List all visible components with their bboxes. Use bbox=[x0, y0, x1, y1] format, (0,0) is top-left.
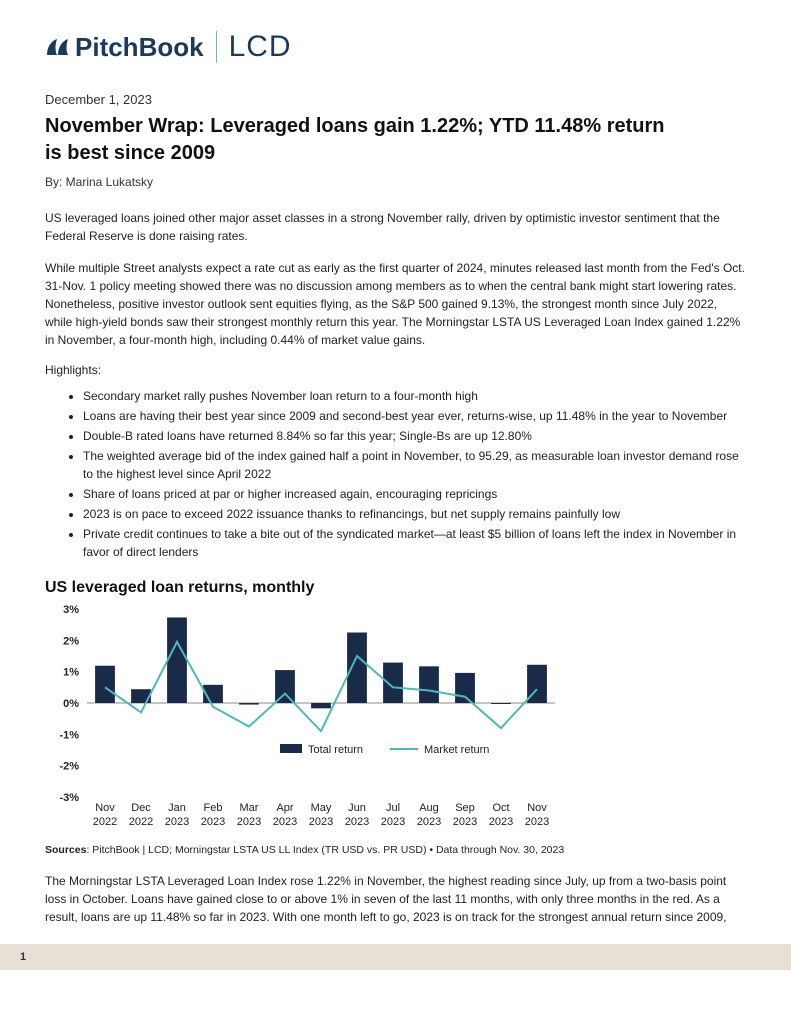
svg-text:Mar: Mar bbox=[240, 802, 259, 814]
lcd-text: LCD bbox=[229, 30, 292, 64]
svg-text:1%: 1% bbox=[63, 667, 79, 679]
svg-text:Oct: Oct bbox=[492, 802, 509, 814]
paragraph-3: The Morningstar LSTA Leveraged Loan Inde… bbox=[45, 872, 746, 926]
title-line-1: November Wrap: Leveraged loans gain 1.22… bbox=[45, 115, 664, 137]
pitchbook-logo: PitchBook bbox=[45, 32, 204, 63]
svg-text:2023: 2023 bbox=[489, 816, 513, 828]
svg-text:0%: 0% bbox=[63, 698, 79, 710]
svg-text:2023: 2023 bbox=[237, 816, 261, 828]
highlights-label: Highlights: bbox=[45, 363, 746, 377]
chart-title: US leveraged loan returns, monthly bbox=[45, 579, 746, 597]
article-date: December 1, 2023 bbox=[45, 92, 746, 107]
list-item: Secondary market rally pushes November l… bbox=[83, 387, 746, 405]
page: PitchBook LCD December 1, 2023 November … bbox=[0, 0, 791, 926]
logo-row: PitchBook LCD bbox=[45, 30, 746, 64]
svg-text:Apr: Apr bbox=[276, 802, 293, 814]
returns-chart: -3% -2% -1% 0% 1% 2% 3% Nov 2022 Dec 2022 Jan 2023 Fe… bbox=[45, 601, 565, 831]
svg-text:2023: 2023 bbox=[201, 816, 225, 828]
svg-text:2023: 2023 bbox=[273, 816, 297, 828]
svg-text:-3%: -3% bbox=[59, 792, 79, 804]
sources-text: : PitchBook | LCD; Morningstar LSTA US L… bbox=[86, 844, 564, 856]
brand-text: PitchBook bbox=[75, 32, 204, 63]
pitchbook-icon bbox=[45, 35, 69, 59]
svg-text:2023: 2023 bbox=[525, 816, 549, 828]
svg-text:Nov: Nov bbox=[527, 802, 547, 814]
svg-text:2022: 2022 bbox=[129, 816, 153, 828]
paragraph-1: US leveraged loans joined other major as… bbox=[45, 209, 746, 245]
svg-text:-1%: -1% bbox=[59, 729, 79, 741]
svg-text:2023: 2023 bbox=[309, 816, 333, 828]
svg-text:3%: 3% bbox=[63, 604, 79, 616]
article-title: November Wrap: Leveraged loans gain 1.22… bbox=[45, 113, 746, 167]
list-item: Double-B rated loans have returned 8.84%… bbox=[83, 427, 746, 445]
svg-text:Feb: Feb bbox=[204, 802, 223, 814]
svg-text:Aug: Aug bbox=[419, 802, 439, 814]
svg-text:Jun: Jun bbox=[348, 802, 366, 814]
svg-text:2022: 2022 bbox=[93, 816, 117, 828]
sources-label: Sources bbox=[45, 844, 86, 856]
page-footer: 1 bbox=[0, 944, 791, 970]
paragraph-2: While multiple Street analysts expect a … bbox=[45, 259, 746, 349]
sources-line: Sources: PitchBook | LCD; Morningstar LS… bbox=[45, 844, 746, 856]
list-item: Loans are having their best year since 2… bbox=[83, 407, 746, 425]
list-item: The weighted average bid of the index ga… bbox=[83, 447, 746, 483]
logo-divider bbox=[216, 31, 217, 63]
list-item: Private credit continues to take a bite … bbox=[83, 525, 746, 561]
svg-text:May: May bbox=[311, 802, 332, 814]
chart-container: -3% -2% -1% 0% 1% 2% 3% Nov 2022 Dec 2022 Jan 2023 Fe… bbox=[45, 601, 565, 836]
highlights-list: Secondary market rally pushes November l… bbox=[45, 387, 746, 561]
list-item: 2023 is on pace to exceed 2022 issuance … bbox=[83, 505, 746, 523]
svg-text:Nov: Nov bbox=[95, 802, 115, 814]
svg-text:2023: 2023 bbox=[381, 816, 405, 828]
svg-text:Total return: Total return bbox=[308, 744, 363, 756]
svg-text:2023: 2023 bbox=[345, 816, 369, 828]
svg-text:2023: 2023 bbox=[165, 816, 189, 828]
title-line-2: is best since 2009 bbox=[45, 142, 215, 164]
svg-text:Jul: Jul bbox=[386, 802, 400, 814]
svg-text:2023: 2023 bbox=[417, 816, 441, 828]
svg-text:Sep: Sep bbox=[455, 802, 475, 814]
list-item: Share of loans priced at par or higher i… bbox=[83, 485, 746, 503]
svg-text:Market return: Market return bbox=[424, 744, 489, 756]
svg-text:Jan: Jan bbox=[168, 802, 186, 814]
svg-text:2%: 2% bbox=[63, 635, 79, 647]
svg-text:2023: 2023 bbox=[453, 816, 477, 828]
svg-text:Dec: Dec bbox=[131, 802, 151, 814]
byline: By: Marina Lukatsky bbox=[45, 175, 746, 189]
page-number: 1 bbox=[20, 951, 26, 963]
svg-text:-2%: -2% bbox=[59, 761, 79, 773]
